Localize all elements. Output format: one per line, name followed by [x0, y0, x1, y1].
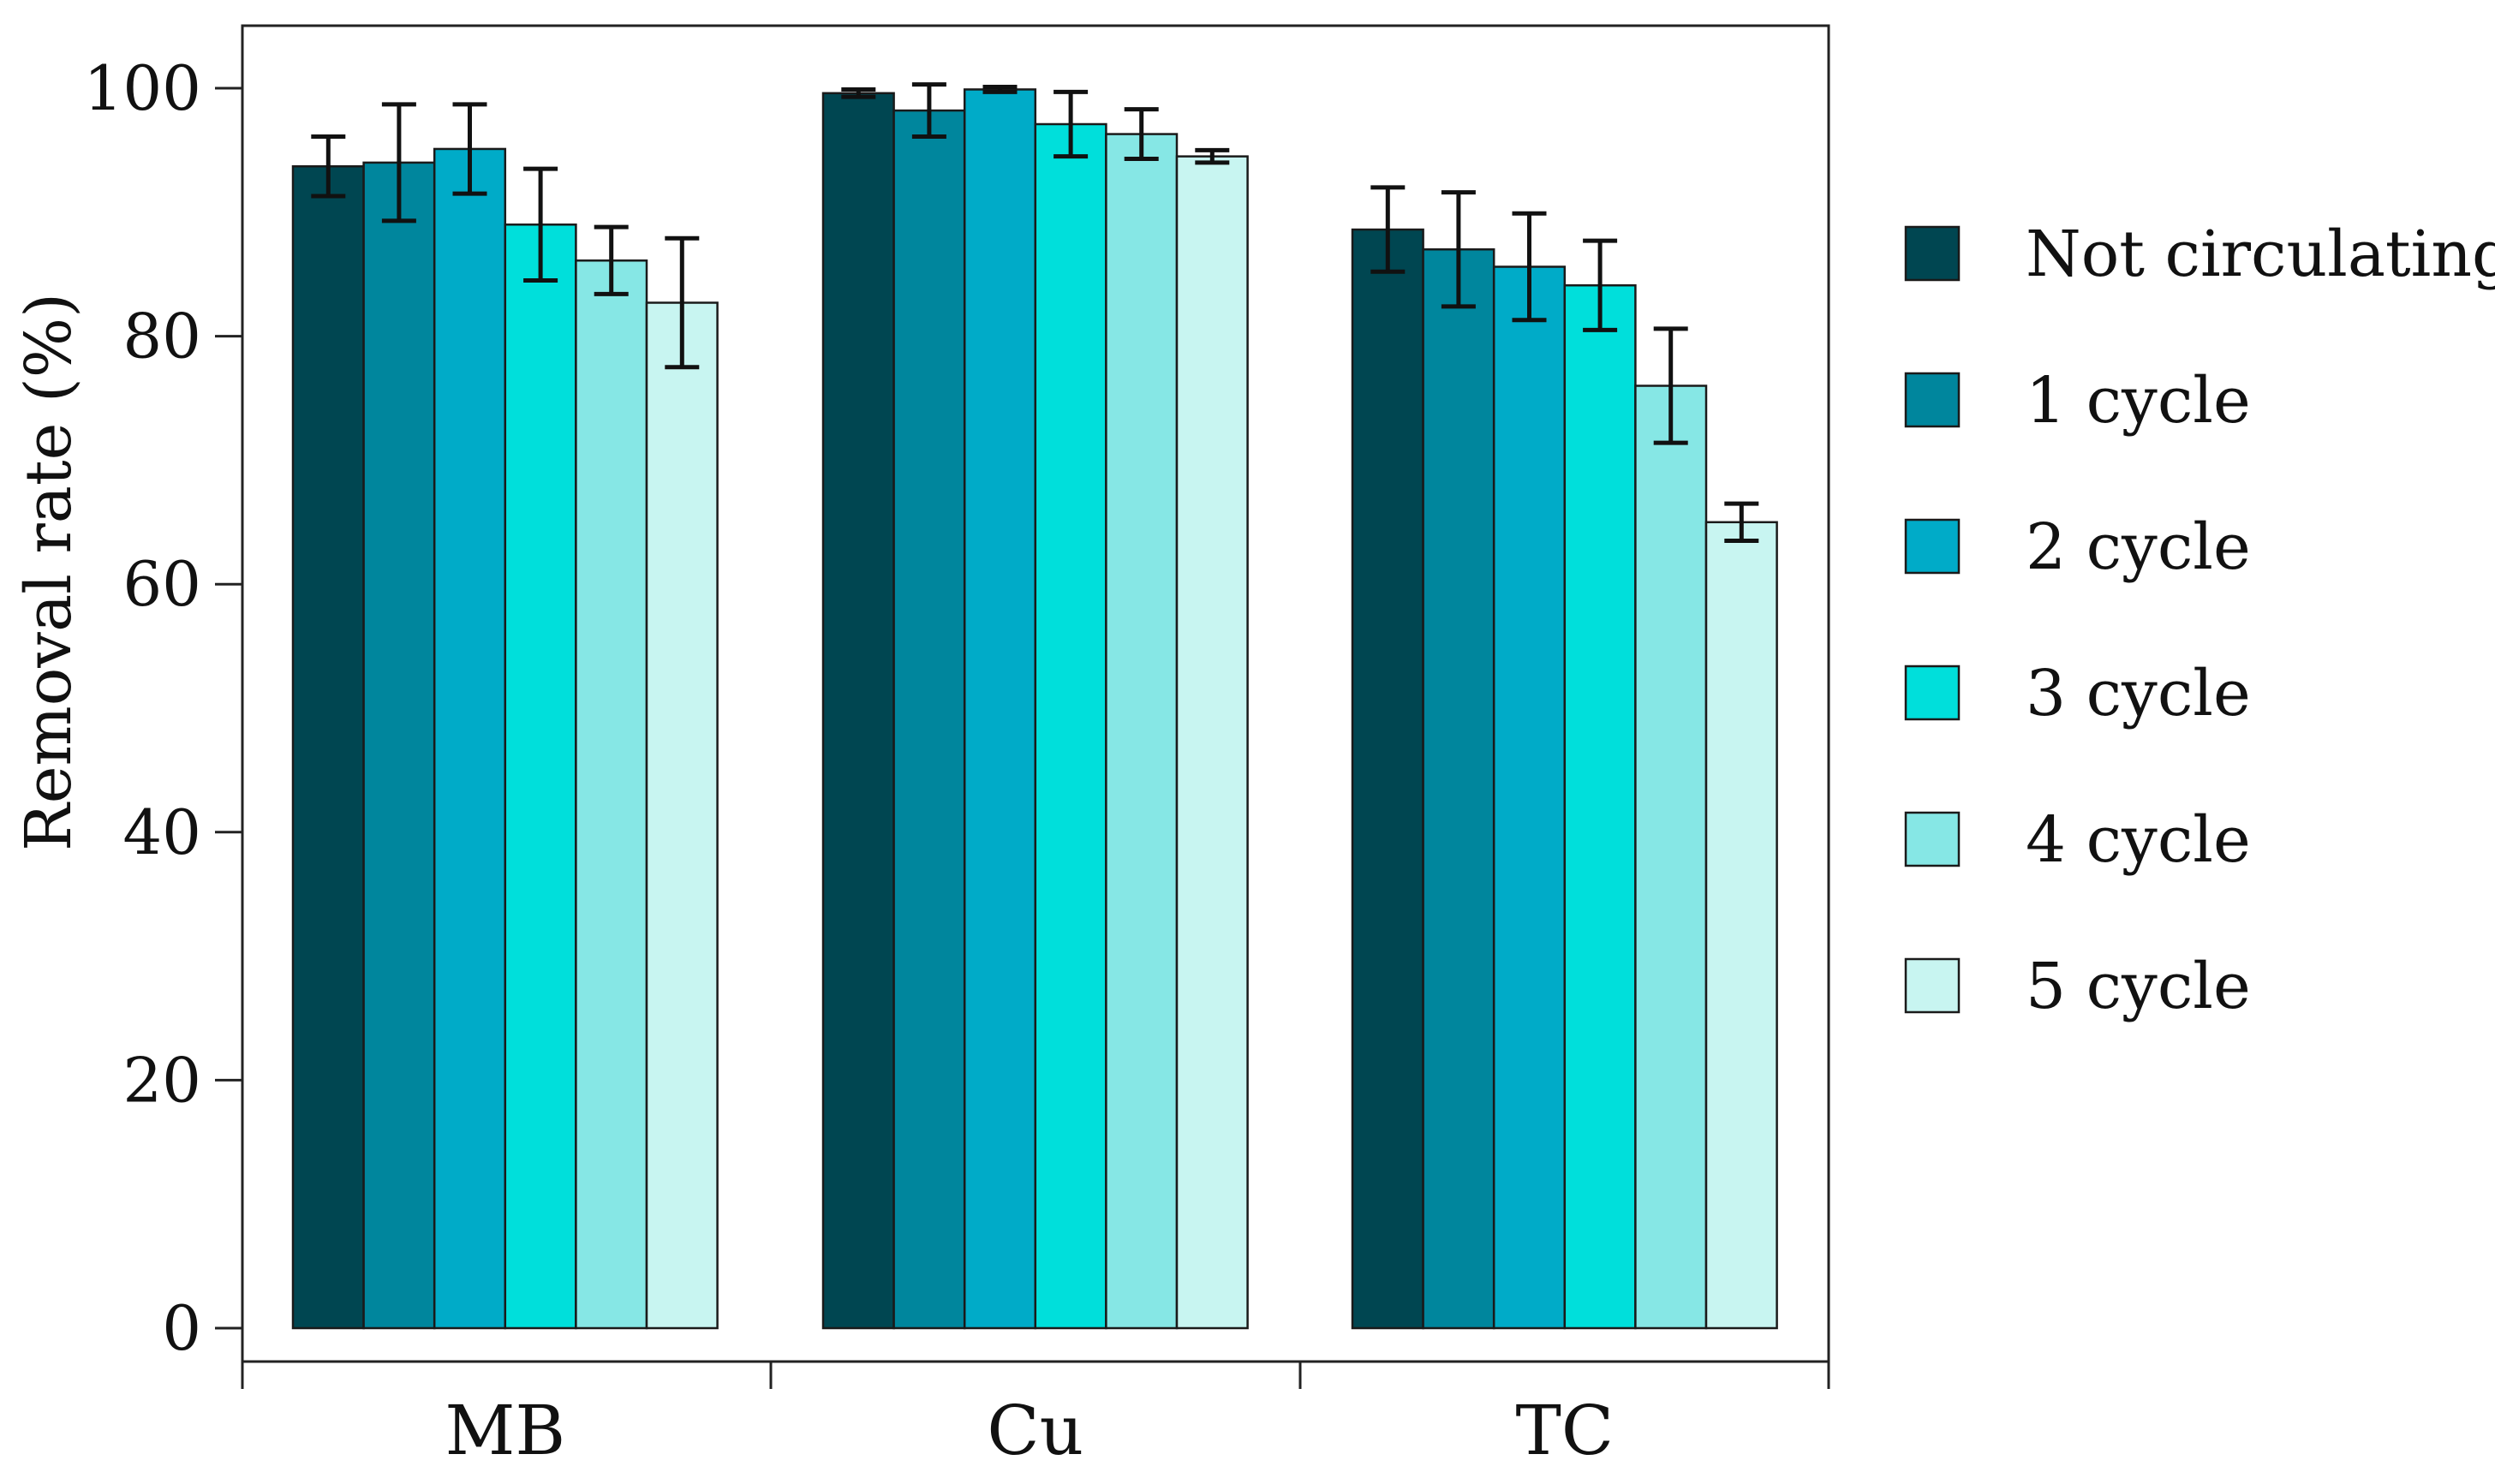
- x-category-label: TC: [1516, 1391, 1615, 1470]
- legend-item: 3 cycle: [1904, 657, 2251, 730]
- legend-label: 5 cycle: [2026, 950, 2251, 1023]
- error-bar: [1370, 185, 1406, 274]
- plot-frame: [241, 24, 1830, 1363]
- legend-swatch: [1904, 372, 1961, 428]
- legend-item: 1 cycle: [1904, 364, 2251, 438]
- y-tick-label: 100: [84, 52, 201, 124]
- axes-layer: 0 20 40 60 80 100 MB Cu TC: [84, 24, 1830, 1470]
- legend-swatch: [1904, 665, 1961, 721]
- error-bar: [594, 224, 629, 296]
- y-tick-label: 20: [122, 1044, 201, 1116]
- bar-tc-4-cycle: [1634, 384, 1708, 1330]
- error-bar: [982, 85, 1018, 94]
- bar-mb-not-circulating: [291, 164, 365, 1330]
- bar-cu-3-cycle: [1034, 122, 1107, 1330]
- bars-layer: [291, 88, 1778, 1330]
- legend-swatch: [1904, 811, 1961, 867]
- y-tick-label: 40: [122, 796, 201, 868]
- y-tick-label: 0: [162, 1292, 201, 1364]
- bar-mb-1-cycle: [362, 161, 436, 1330]
- y-axis-title: Removal rate (%): [12, 293, 86, 851]
- error-bars-layer: [311, 82, 1759, 544]
- legend: Not circulating 1 cycle 2 cycle 3 cycle 4 cy…: [1904, 218, 2495, 1023]
- bar-mb-3-cycle: [504, 223, 577, 1330]
- legend-item: 4 cycle: [1904, 803, 2251, 877]
- error-bar: [665, 235, 700, 370]
- x-category-label: Cu: [987, 1391, 1083, 1470]
- legend-item: 5 cycle: [1904, 950, 2251, 1023]
- bar-cu-4-cycle: [1105, 133, 1179, 1330]
- bar-tc-not-circulating: [1351, 228, 1424, 1330]
- legend-label: 1 cycle: [2026, 364, 2251, 438]
- error-bar: [311, 134, 346, 199]
- legend-swatch: [1904, 225, 1961, 282]
- error-bar: [452, 102, 487, 196]
- bar-tc-3-cycle: [1563, 283, 1637, 1330]
- error-bar: [1441, 190, 1476, 309]
- legend-item: Not circulating: [1904, 218, 2495, 291]
- x-category-label: MB: [445, 1391, 565, 1470]
- bar-mb-4-cycle: [575, 259, 648, 1330]
- legend-swatch: [1904, 957, 1961, 1014]
- error-bar: [523, 166, 558, 283]
- y-tick-label: 80: [122, 301, 201, 372]
- legend-item: 2 cycle: [1904, 510, 2251, 584]
- error-bar: [1124, 107, 1159, 162]
- y-tick-label: 60: [122, 548, 201, 620]
- bar-mb-2-cycle: [433, 147, 507, 1330]
- legend-label: Not circulating: [2026, 218, 2495, 291]
- bar-tc-5-cycle: [1704, 521, 1778, 1330]
- error-bar: [911, 82, 946, 139]
- legend-label: 4 cycle: [2026, 803, 2251, 877]
- error-bar: [1653, 326, 1688, 445]
- error-bar: [381, 102, 416, 223]
- bar-tc-1-cycle: [1422, 247, 1495, 1330]
- error-bar: [1724, 501, 1759, 544]
- legend-label: 2 cycle: [2026, 510, 2251, 584]
- bar-cu-not-circulating: [821, 92, 895, 1330]
- bar-cu-5-cycle: [1175, 155, 1249, 1330]
- bar-cu-1-cycle: [892, 109, 966, 1330]
- bar-cu-2-cycle: [963, 88, 1037, 1330]
- error-bar: [1195, 147, 1230, 165]
- error-bar: [1512, 211, 1547, 323]
- error-bar: [1054, 89, 1089, 159]
- legend-swatch: [1904, 518, 1961, 575]
- legend-label: 3 cycle: [2026, 657, 2251, 730]
- error-bar: [841, 86, 876, 99]
- error-bar: [1583, 238, 1618, 332]
- bar-mb-5-cycle: [645, 301, 719, 1330]
- bar-tc-2-cycle: [1492, 265, 1567, 1330]
